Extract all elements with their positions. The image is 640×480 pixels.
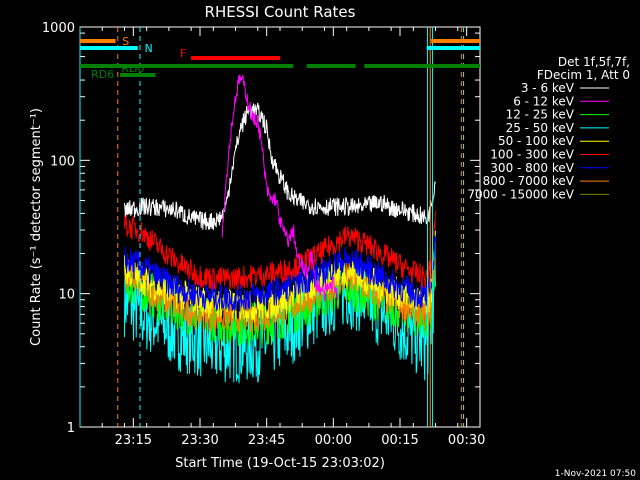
y-tick-label: 1000 (42, 21, 75, 36)
y-axis-label: Count Rate (s⁻¹ detector segment⁻¹) (29, 108, 44, 346)
legend-label: 800 - 7000 keV (483, 174, 575, 188)
x-tick-label: 23:45 (248, 433, 285, 448)
series-line-300-800keV (124, 235, 436, 312)
x-tick-label: 00:30 (448, 433, 485, 448)
y-tick-label: 100 (50, 154, 75, 169)
flag-label-n: N (144, 42, 152, 55)
legend-label: 100 - 300 keV (490, 148, 574, 162)
series-line-3-6keV (123, 102, 436, 230)
legend-label: 6 - 12 keV (513, 94, 575, 108)
series-line-800-7000keV (123, 257, 436, 334)
y-tick-label: 1 (67, 421, 75, 436)
series-line-6-12keV (221, 74, 338, 302)
flag-label-s: S (122, 35, 129, 48)
x-axis-label: Start Time (19-Oct-15 23:03:02) (175, 456, 385, 471)
x-tick-label: 23:30 (181, 433, 218, 448)
x-tick-label: 00:00 (315, 433, 352, 448)
chart-title: RHESSI Count Rates (205, 3, 356, 21)
x-tick-label: 23:15 (115, 433, 152, 448)
legend-header: Det 1f,5f,7f, (558, 55, 630, 69)
flag-label-rd6: RD6 (91, 68, 114, 81)
footer-date: 1-Nov-2021 07:50 (555, 469, 637, 479)
y-tick-label: 10 (58, 288, 75, 303)
x-tick-label: 00:15 (381, 433, 418, 448)
legend-label: 12 - 25 keV (506, 108, 575, 122)
series-line-100-300keV (123, 210, 436, 291)
legend-label: 7000 - 15000 keV (467, 187, 574, 201)
legend-label: 300 - 800 keV (490, 161, 574, 175)
legend-label: 50 - 100 keV (498, 134, 575, 148)
flag-label-f: F (180, 47, 186, 60)
legend-label: 3 - 6 keV (521, 81, 575, 95)
legend-header: FDecim 1, Att 0 (537, 68, 630, 82)
legend-label: 25 - 50 keV (506, 121, 575, 135)
flag-label-rd0: RD0 (121, 62, 144, 75)
